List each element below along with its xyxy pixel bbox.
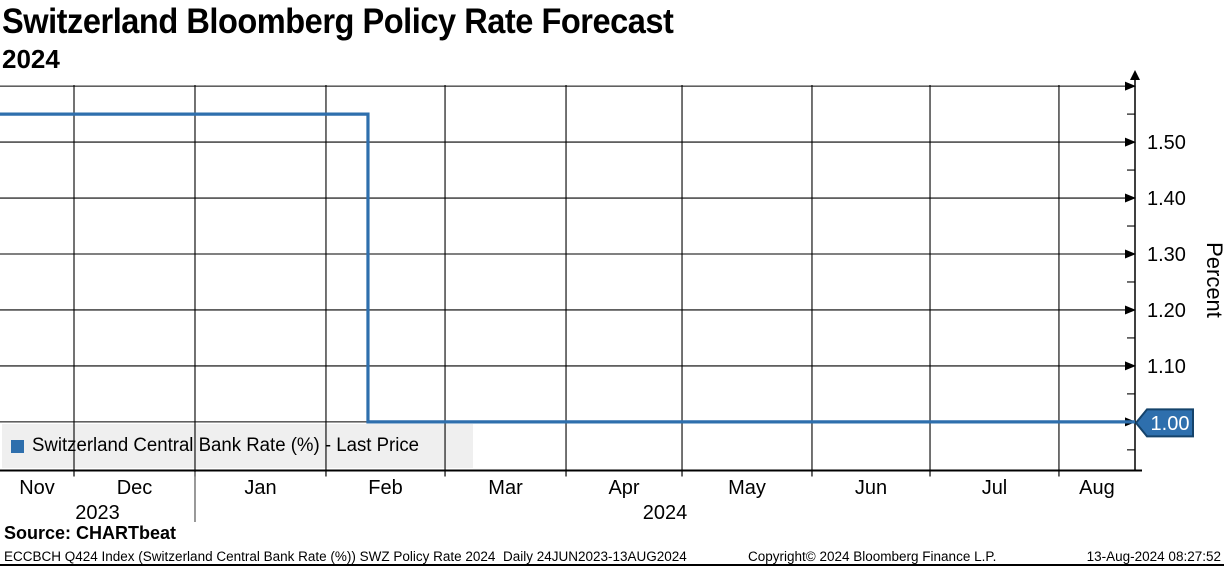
y-tick-label: 1.50 [1147, 132, 1186, 154]
y-tick-label: 1.30 [1147, 244, 1186, 266]
y-tick-label: 1.10 [1147, 356, 1186, 378]
x-year-label: 2023 [75, 502, 120, 524]
x-month-label: May [728, 477, 766, 499]
page-title: Switzerland Bloomberg Policy Rate Foreca… [2, 2, 674, 41]
y-tick-label: 1.20 [1147, 300, 1186, 322]
last-price-badge-text: 1.00 [1151, 413, 1190, 435]
source-line: Source: CHARTbeat [4, 523, 177, 543]
footer-ticker-description: ECCBCH Q424 Index (Switzerland Central B… [4, 549, 687, 564]
x-month-label: Apr [608, 477, 639, 499]
x-month-label: Jun [855, 477, 887, 499]
y-axis-title: Percent [1202, 242, 1224, 318]
x-month-label: Mar [488, 477, 523, 499]
legend-series-label: Switzerland Central Bank Rate (%) - Last… [32, 435, 420, 456]
page-subtitle: 2024 [2, 44, 60, 74]
footer-copyright: Copyright© 2024 Bloomberg Finance L.P. [748, 549, 997, 564]
x-year-label: 2024 [643, 502, 688, 524]
footer-timestamp: 13-Aug-2024 08:27:52 [1086, 549, 1221, 564]
bottom-rule [0, 564, 1224, 566]
y-major-tick-arrow-icon [1125, 361, 1136, 371]
y-major-tick-arrow-icon [1125, 249, 1136, 259]
legend-background [2, 424, 473, 468]
y-major-tick-arrow-icon [1125, 193, 1136, 203]
x-month-label: Nov [19, 477, 55, 499]
x-month-label: Aug [1079, 477, 1115, 499]
y-tick-label: 1.40 [1147, 188, 1186, 210]
x-month-label: Feb [368, 477, 402, 499]
last-price-badge [1134, 408, 1194, 438]
x-month-label: Jul [982, 477, 1008, 499]
x-month-label: Jan [244, 477, 276, 499]
y-major-tick-arrow-icon [1125, 305, 1136, 315]
legend-series-marker-icon [11, 439, 24, 453]
y-major-tick-arrow-icon [1125, 81, 1136, 91]
y-axis-up-arrow-icon [1130, 70, 1140, 80]
chart-legend: Switzerland Central Bank Rate (%) - Last… [2, 424, 473, 468]
series-line [0, 112, 1135, 424]
y-major-tick-arrow-icon [1125, 137, 1136, 147]
x-month-label: Dec [117, 477, 153, 499]
